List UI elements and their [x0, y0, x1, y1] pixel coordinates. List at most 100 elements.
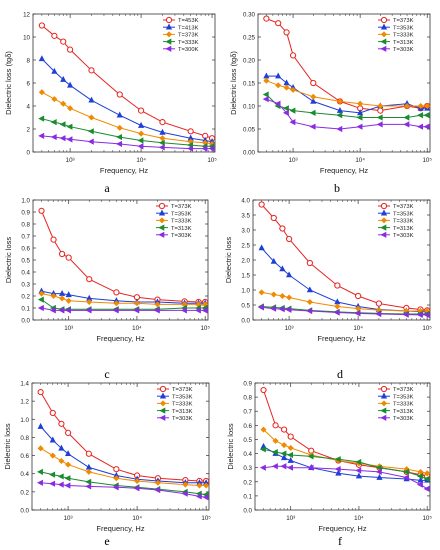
y-tick-label: 1.0 — [20, 417, 29, 424]
legend-label: T=313K — [172, 409, 193, 415]
data-point — [86, 276, 93, 283]
x-tick-label: 10³ — [289, 157, 298, 164]
data-point — [58, 250, 66, 258]
y-axis-label: Dielectric loss — [4, 237, 13, 284]
plot-frame — [254, 382, 431, 511]
x-tick-label: 10⁵ — [200, 325, 210, 332]
data-point — [58, 444, 65, 451]
data-point — [278, 306, 285, 313]
data-point — [85, 463, 92, 470]
data-point — [306, 307, 313, 315]
data-point — [65, 297, 72, 304]
data-point — [60, 75, 67, 82]
data-point — [50, 133, 57, 141]
data-point — [309, 109, 316, 116]
data-point — [182, 481, 189, 488]
legend-label: T=303K — [393, 416, 414, 422]
data-point — [354, 310, 361, 317]
series-T=300K — [38, 132, 215, 152]
data-point — [37, 388, 44, 396]
legend-marker — [165, 31, 173, 38]
data-point — [85, 483, 92, 490]
y-tick-label: 6 — [27, 81, 31, 88]
y-tick-label: 2 — [27, 127, 31, 134]
data-point — [65, 254, 72, 261]
legend-label: T=303K — [171, 233, 192, 239]
data-point — [417, 476, 424, 483]
y-axis-label: Dielectric loss — [224, 237, 233, 284]
data-point — [263, 15, 270, 22]
data-point — [270, 214, 277, 222]
data-point — [375, 310, 382, 318]
y-tick-label: 1.5 — [241, 273, 250, 280]
data-point — [66, 136, 73, 143]
x-tick-label: 10⁴ — [354, 515, 364, 522]
x-tick-label: 10³ — [285, 325, 294, 332]
data-point — [355, 292, 362, 300]
data-point — [287, 451, 293, 459]
data-point — [133, 300, 140, 307]
data-point — [113, 475, 120, 482]
data-point — [287, 456, 294, 463]
data-point — [279, 225, 286, 232]
data-point — [116, 124, 123, 131]
data-point — [282, 109, 289, 116]
data-point — [257, 304, 264, 311]
y-tick-label: 0.7 — [21, 234, 30, 241]
x-axis-label: Frequency, Hz — [100, 166, 148, 175]
legend-marker — [165, 38, 172, 45]
y-tick-label: 0.20 — [243, 58, 256, 65]
data-point — [85, 478, 92, 485]
legend-marker — [159, 392, 167, 399]
data-point — [38, 89, 45, 96]
data-point — [59, 135, 66, 142]
series-T=333K — [37, 445, 210, 489]
panel-label: d — [337, 367, 343, 381]
y-tick-label: 0.0 — [20, 508, 29, 515]
series-line — [40, 482, 207, 498]
y-tick-label: 0.6 — [243, 423, 252, 430]
y-tick-label: 0.05 — [243, 127, 256, 134]
y-tick-label: 0.0 — [243, 508, 252, 515]
legend-label: T=313K — [393, 40, 414, 46]
data-point — [159, 128, 166, 135]
y-tick-label: 10 — [23, 35, 30, 42]
y-tick-label: 0.4 — [20, 471, 29, 478]
data-point — [285, 271, 293, 278]
data-point — [289, 52, 297, 59]
data-point — [334, 465, 341, 473]
data-point — [375, 300, 382, 307]
data-point — [38, 55, 45, 62]
y-tick-label: 1.4 — [20, 381, 29, 388]
y-tick-label: 0.5 — [241, 303, 250, 310]
legend-label: T=353K — [172, 394, 193, 400]
legend-label: T=373K — [172, 387, 193, 393]
legend-marker — [380, 31, 388, 38]
data-point — [287, 464, 293, 471]
data-point — [38, 22, 45, 29]
series-T=333K — [263, 77, 431, 110]
data-point — [37, 304, 44, 312]
legend-marker — [380, 202, 388, 210]
legend-label: T=333K — [393, 33, 414, 39]
data-point — [187, 128, 194, 135]
series-line — [266, 75, 428, 114]
legend-marker — [380, 400, 388, 407]
data-point — [416, 473, 423, 480]
data-point — [57, 481, 64, 488]
y-tick-label: 1.0 — [241, 288, 250, 295]
data-point — [85, 468, 92, 475]
data-point — [113, 466, 120, 473]
y-tick-label: 0.25 — [243, 35, 256, 42]
y-tick-label: 0.0 — [21, 318, 30, 325]
data-point — [181, 490, 188, 497]
legend-label: T=373K — [178, 33, 199, 39]
legend-label: T=373K — [393, 204, 414, 210]
legend-marker — [380, 209, 388, 216]
data-point — [334, 282, 341, 289]
data-point — [282, 105, 289, 112]
data-point — [259, 446, 266, 453]
series-T=353K — [258, 244, 431, 315]
data-point — [85, 450, 92, 457]
legend-label: T=300K — [178, 47, 199, 53]
